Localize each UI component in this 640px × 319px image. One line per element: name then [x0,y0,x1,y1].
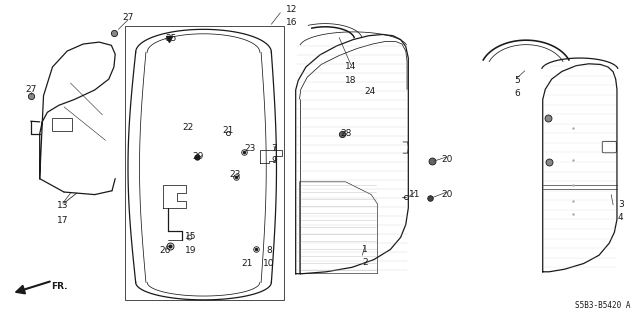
Text: 8: 8 [266,246,271,255]
Text: 15: 15 [185,232,196,241]
Text: 25: 25 [166,34,177,43]
Text: 27: 27 [25,85,36,94]
Text: 2: 2 [362,258,367,267]
Text: 27: 27 [122,13,134,22]
Text: 5: 5 [515,76,520,85]
Text: 26: 26 [159,246,171,255]
Text: 16: 16 [286,18,298,27]
Text: 24: 24 [364,87,376,96]
Text: 29: 29 [193,152,204,161]
Text: 13: 13 [57,201,68,210]
Text: 12: 12 [286,5,298,14]
Text: 6: 6 [515,89,520,98]
Text: 19: 19 [185,246,196,255]
Text: 18: 18 [345,76,356,85]
Text: 28: 28 [340,129,351,138]
Text: 17: 17 [57,216,68,225]
Bar [125,26,284,300]
Text: 10: 10 [263,259,275,268]
Text: 3: 3 [618,200,623,209]
Text: 9: 9 [271,156,276,165]
Bar [52,118,72,131]
Text: 21: 21 [241,259,253,268]
Text: 23: 23 [230,170,241,179]
Text: 14: 14 [345,63,356,71]
Text: 22: 22 [182,123,194,132]
Text: 20: 20 [441,190,452,199]
Text: FR.: FR. [51,282,68,291]
Text: S5B3-B5420 A: S5B3-B5420 A [575,301,630,310]
Text: 21: 21 [222,126,234,135]
Text: 1: 1 [362,245,367,254]
Text: 7: 7 [271,144,276,153]
Text: 20: 20 [441,155,452,164]
Text: 4: 4 [618,213,623,222]
Text: 11: 11 [409,190,420,199]
Text: 23: 23 [244,144,255,153]
